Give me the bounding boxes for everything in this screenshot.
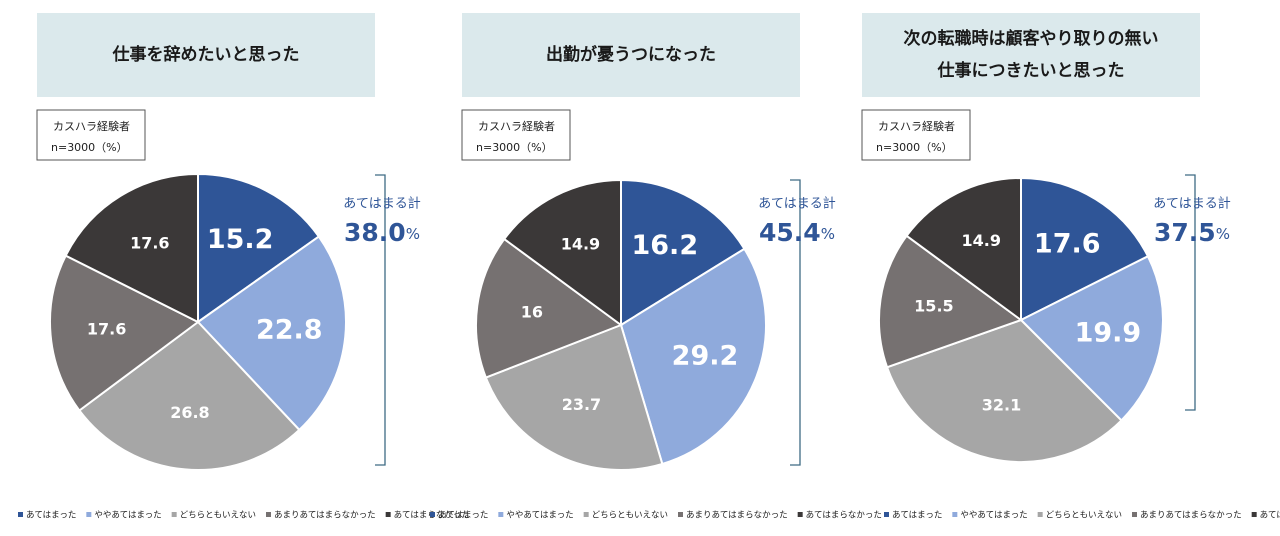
slice-label: 19.9 (1075, 318, 1142, 349)
pie-slice (878, 234, 1024, 369)
total-label: あてはまる計 (1153, 196, 1230, 212)
legend-swatch (266, 512, 271, 517)
pie-slice (885, 318, 1123, 463)
slice-label: 22.8 (256, 315, 323, 346)
legend-label: あてはまった (26, 511, 76, 521)
pie-slice (49, 254, 200, 412)
slice-label: 17.6 (130, 233, 169, 252)
legend-label: あてはまった (438, 511, 488, 521)
legend-swatch (385, 512, 391, 517)
legend-label: どちらともいえない (1046, 511, 1122, 521)
pie-slice (64, 172, 199, 324)
note-text: n=3000（%） (51, 141, 128, 154)
slice-label: 14.9 (962, 231, 1001, 250)
title-box (462, 13, 800, 97)
note-box (461, 109, 571, 161)
legend-swatch (678, 512, 683, 517)
slice-label: 29.2 (672, 341, 739, 372)
slice-label: 17.6 (1034, 229, 1101, 260)
note-text: n=3000（%） (476, 141, 553, 154)
legend-label: ややあてはまった (506, 511, 573, 521)
legend-label: あてはまった (892, 511, 942, 521)
total-value: 45.4% (759, 218, 835, 247)
total-number: 45.4 (759, 218, 821, 247)
total-value: 38.0% (344, 218, 420, 247)
note-text: カスハラ経験者 (53, 119, 130, 133)
legend-swatch (1037, 512, 1043, 517)
legend-swatch (1251, 512, 1257, 517)
legend-label: あまりあてはまらなかった (274, 511, 376, 521)
pie-slice (475, 237, 624, 379)
chart-title: 出勤が憂うつになった (546, 44, 716, 65)
pie-slice (197, 172, 321, 324)
pie-slice (620, 178, 746, 327)
chart-title: 仕事を辞めたいと思った (112, 44, 300, 65)
total-unit: % (406, 225, 420, 243)
pie-slice (1020, 176, 1150, 322)
legend-swatch (1132, 512, 1137, 517)
pie-slice (196, 235, 347, 432)
pie-slice (905, 176, 1022, 322)
pie-slice (619, 247, 767, 466)
legend-swatch (952, 512, 958, 517)
note-text: カスハラ経験者 (878, 119, 955, 133)
legend-label: どちらともいえない (592, 511, 668, 521)
legend-swatch (18, 512, 23, 517)
slice-label: 16 (521, 303, 543, 322)
legend-label: どちらともいえない (180, 511, 256, 521)
legend-swatch (884, 512, 889, 517)
legend-swatch (797, 512, 803, 517)
slice-label: 32.1 (982, 395, 1021, 414)
title-box (37, 13, 375, 97)
total-label: あてはまる計 (343, 196, 420, 212)
slice-label: 15.5 (914, 297, 953, 316)
pie-slice (77, 320, 301, 471)
legend-label: ややあてはまった (960, 511, 1027, 521)
legend-label: あてはまらなかった (806, 511, 882, 521)
note-text: n=3000（%） (876, 141, 953, 154)
slice-label: 26.8 (170, 403, 209, 422)
legend-swatch (498, 512, 504, 517)
slice-label: 23.7 (562, 395, 601, 414)
total-unit: % (821, 225, 835, 243)
legend-label: あまりあてはまらなかった (1140, 511, 1242, 521)
chart-title: 次の転職時は顧客やり取りの無い (904, 28, 1159, 49)
slice-label: 16.2 (631, 230, 698, 261)
note-box (861, 109, 971, 161)
legend-swatch (171, 512, 177, 517)
legend-swatch (430, 512, 435, 517)
total-number: 38.0 (344, 218, 406, 247)
legend-label: あまりあてはまらなかった (686, 511, 788, 521)
total-number: 37.5 (1154, 218, 1216, 247)
legend-swatch (86, 512, 92, 517)
total-unit: % (1216, 225, 1230, 243)
slice-label: 17.6 (87, 320, 126, 339)
slice-label: 15.2 (207, 224, 274, 255)
legend-swatch (583, 512, 589, 517)
total-value: 37.5% (1154, 218, 1230, 247)
chart-title: 仕事につきたいと思った (937, 60, 1125, 81)
bracket (790, 179, 801, 466)
note-box (36, 109, 146, 161)
total-label: あてはまる計 (758, 196, 835, 212)
note-text: カスハラ経験者 (478, 119, 555, 133)
title-box (862, 13, 1200, 97)
pie-slice (502, 178, 622, 327)
bracket (375, 174, 386, 466)
legend-label: あてはまらなかった (1260, 511, 1280, 521)
legend-label: ややあてはまった (94, 511, 161, 521)
bracket (1185, 174, 1196, 411)
pie-slice (1019, 254, 1164, 422)
slice-label: 14.9 (561, 234, 600, 253)
